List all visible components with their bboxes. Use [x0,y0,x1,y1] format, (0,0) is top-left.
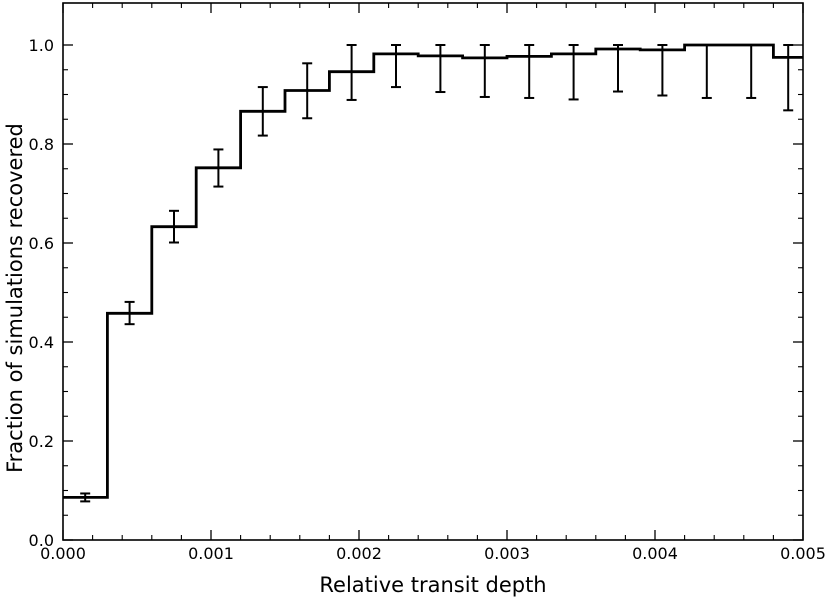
error-bar [479,44,490,98]
x-axis-title: Relative transit depth [319,573,546,597]
error-bar [257,86,268,137]
y-tick-label: 1.0 [29,36,54,55]
error-bar [213,148,224,188]
error-bar [169,209,179,244]
y-tick-label: 0.8 [29,135,54,154]
error-bar [124,300,135,326]
y-axis-title: Fraction of simulations recovered [3,123,27,473]
x-tick-label: 0.000 [40,544,86,563]
error-bar [657,44,668,97]
error-bar [746,44,757,99]
error-bar [783,44,794,112]
y-tick-label: 0.2 [29,432,54,451]
series-layer [63,43,803,503]
error-bar [701,44,712,99]
error-bar [346,44,357,101]
y-tick-label: 0.4 [29,333,54,352]
y-tick-label: 0.0 [29,531,54,550]
x-tick-label: 0.002 [336,544,382,563]
x-tick-label: 0.001 [188,544,234,563]
error-bar [391,44,401,89]
error-bar [524,44,535,99]
error-bar [435,44,446,94]
error-bar [613,44,623,93]
error-bar [80,492,91,503]
error-bar [302,62,313,120]
tick-labels-layer: 0.000 0.001 0.002 0.003 0.004 0.005 0.0 0.2 0.4 0… [29,36,826,563]
x-tick-label: 0.004 [632,544,678,563]
plot-frame [62,2,804,541]
y-tick-label: 0.6 [29,234,54,253]
x-tick-label: 0.003 [484,544,530,563]
step-histogram-line [63,43,803,499]
ticks-layer [62,3,804,541]
x-tick-label: 0.005 [780,544,826,563]
error-bar [568,44,579,101]
